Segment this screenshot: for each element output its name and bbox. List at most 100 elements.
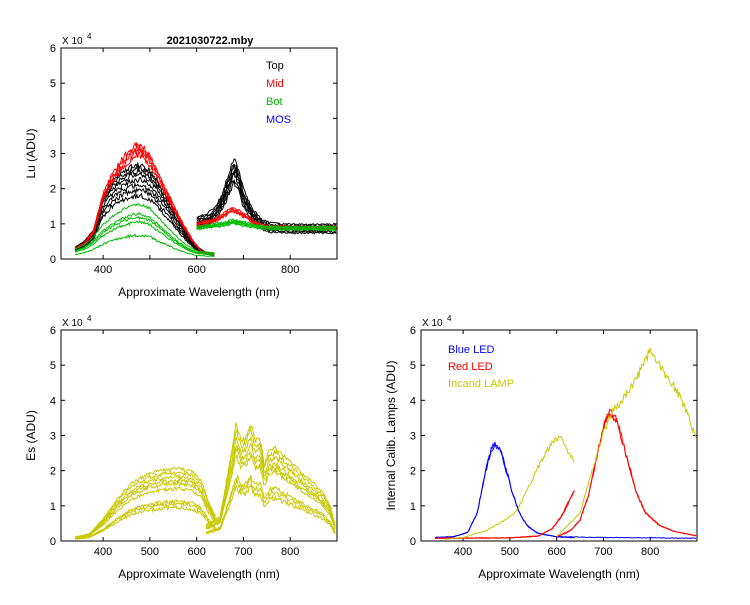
series-line: [196, 179, 337, 234]
series-line: [205, 422, 336, 526]
series-line: [74, 212, 215, 255]
legend-entry: Blue LED: [448, 344, 495, 356]
x-tick-label: 600: [547, 546, 565, 558]
series-line: [74, 500, 216, 540]
series-line: [205, 483, 336, 535]
chart-lu: 0 1 2 3 4 5 6 400 600 800 X 10 4 Approximate Wavelen…: [24, 32, 338, 299]
series-line: [205, 443, 336, 529]
y-axis-label: Internal Calib. Lamps (ADU): [384, 360, 398, 510]
legend-entry: MOS: [266, 114, 291, 126]
series-line: [556, 535, 697, 539]
series-line: [434, 441, 575, 539]
x-tick-label: 800: [641, 546, 659, 558]
y-axis-label: Es (ADU): [24, 410, 38, 461]
series-group: [74, 422, 336, 540]
series-line: [556, 408, 697, 538]
x-axis-label: Approximate Wavelength (nm): [478, 567, 640, 581]
figure-title: 2021030722.mby: [167, 35, 255, 47]
legend-entry: Bot: [266, 96, 283, 108]
y-tick-label: 1: [50, 219, 56, 231]
y-tick-label: 3: [50, 149, 56, 161]
y-tick-label: 0: [410, 536, 416, 548]
series-line: [74, 504, 216, 540]
legend-entry: Mid: [266, 78, 284, 90]
series-line: [434, 490, 575, 540]
x-tick-label: 400: [94, 264, 112, 276]
series-line: [434, 442, 575, 539]
x-tick-label: 600: [187, 264, 205, 276]
series-line: [196, 167, 337, 231]
x-tick-label: 800: [281, 264, 299, 276]
y-tick-label: 0: [50, 536, 56, 548]
chart-lamps: 0 1 2 3 4 5 6 400 500 600 700 800 X 10 4 Approximate W…: [384, 314, 698, 581]
y-scale-label: X 10: [62, 36, 83, 47]
series-line: [74, 470, 216, 538]
series-line: [74, 181, 215, 255]
x-tick-label: 400: [94, 546, 112, 558]
series-line: [196, 180, 337, 235]
x-tick-label: 500: [141, 546, 159, 558]
y-scale-exponent: 4: [447, 314, 452, 323]
series-line: [205, 473, 336, 533]
series-line: [205, 453, 336, 530]
y-scale-exponent: 4: [87, 32, 92, 41]
series-line: [196, 218, 337, 229]
series-line: [74, 176, 215, 255]
series-line: [74, 486, 216, 539]
y-tick-label: 2: [50, 466, 56, 478]
y-tick-label: 4: [410, 395, 416, 407]
y-tick-label: 5: [50, 360, 56, 372]
x-tick-label: 800: [281, 546, 299, 558]
y-tick-label: 1: [410, 501, 416, 513]
y-tick-label: 1: [50, 501, 56, 513]
y-scale-label: X 10: [62, 318, 83, 329]
series-line: [74, 477, 216, 539]
series-line: [205, 435, 336, 528]
y-tick-label: 2: [50, 184, 56, 196]
y-scale-label: X 10: [422, 318, 443, 329]
series-line: [556, 410, 697, 538]
legend-entry: Red LED: [448, 361, 493, 373]
y-tick-label: 6: [50, 43, 56, 55]
legend-entry: Top: [266, 60, 284, 72]
series-line: [74, 473, 216, 538]
y-tick-label: 6: [50, 325, 56, 337]
y-tick-label: 6: [410, 325, 416, 337]
series-line: [74, 202, 215, 254]
x-axis-label: Approximate Wavelength (nm): [118, 285, 280, 299]
x-tick-label: 600: [187, 546, 205, 558]
series-line: [556, 348, 697, 537]
series-line: [74, 192, 215, 256]
series-group: [74, 141, 337, 258]
x-tick-label: 700: [234, 546, 252, 558]
y-tick-label: 4: [50, 395, 56, 407]
x-tick-label: 700: [594, 546, 612, 558]
legend-entry: Incand LAMP: [448, 378, 514, 390]
x-tick-label: 400: [454, 546, 472, 558]
chart-es: 0 1 2 3 4 5 6 400 500 600 700 800 X 10 4 Approximate W…: [24, 314, 338, 581]
y-tick-label: 5: [410, 360, 416, 372]
y-tick-label: 3: [410, 431, 416, 443]
series-line: [435, 490, 575, 540]
y-tick-label: 2: [410, 466, 416, 478]
y-tick-label: 3: [50, 431, 56, 443]
x-tick-label: 500: [501, 546, 519, 558]
y-tick-label: 0: [50, 254, 56, 266]
series-line: [196, 158, 337, 227]
series-line: [205, 427, 336, 527]
series-line: [74, 141, 215, 254]
x-axis-label: Approximate Wavelength (nm): [118, 567, 280, 581]
series-line: [74, 219, 215, 256]
series-line: [74, 498, 216, 540]
series-line: [444, 435, 575, 540]
series-line: [74, 466, 216, 538]
series-group: [434, 348, 697, 540]
series-line: [205, 477, 336, 534]
y-tick-label: 5: [50, 78, 56, 90]
y-tick-label: 4: [50, 113, 56, 125]
y-axis-label: Lu (ADU): [24, 128, 38, 178]
plot-frame: [60, 329, 338, 542]
series-line: [74, 233, 215, 258]
